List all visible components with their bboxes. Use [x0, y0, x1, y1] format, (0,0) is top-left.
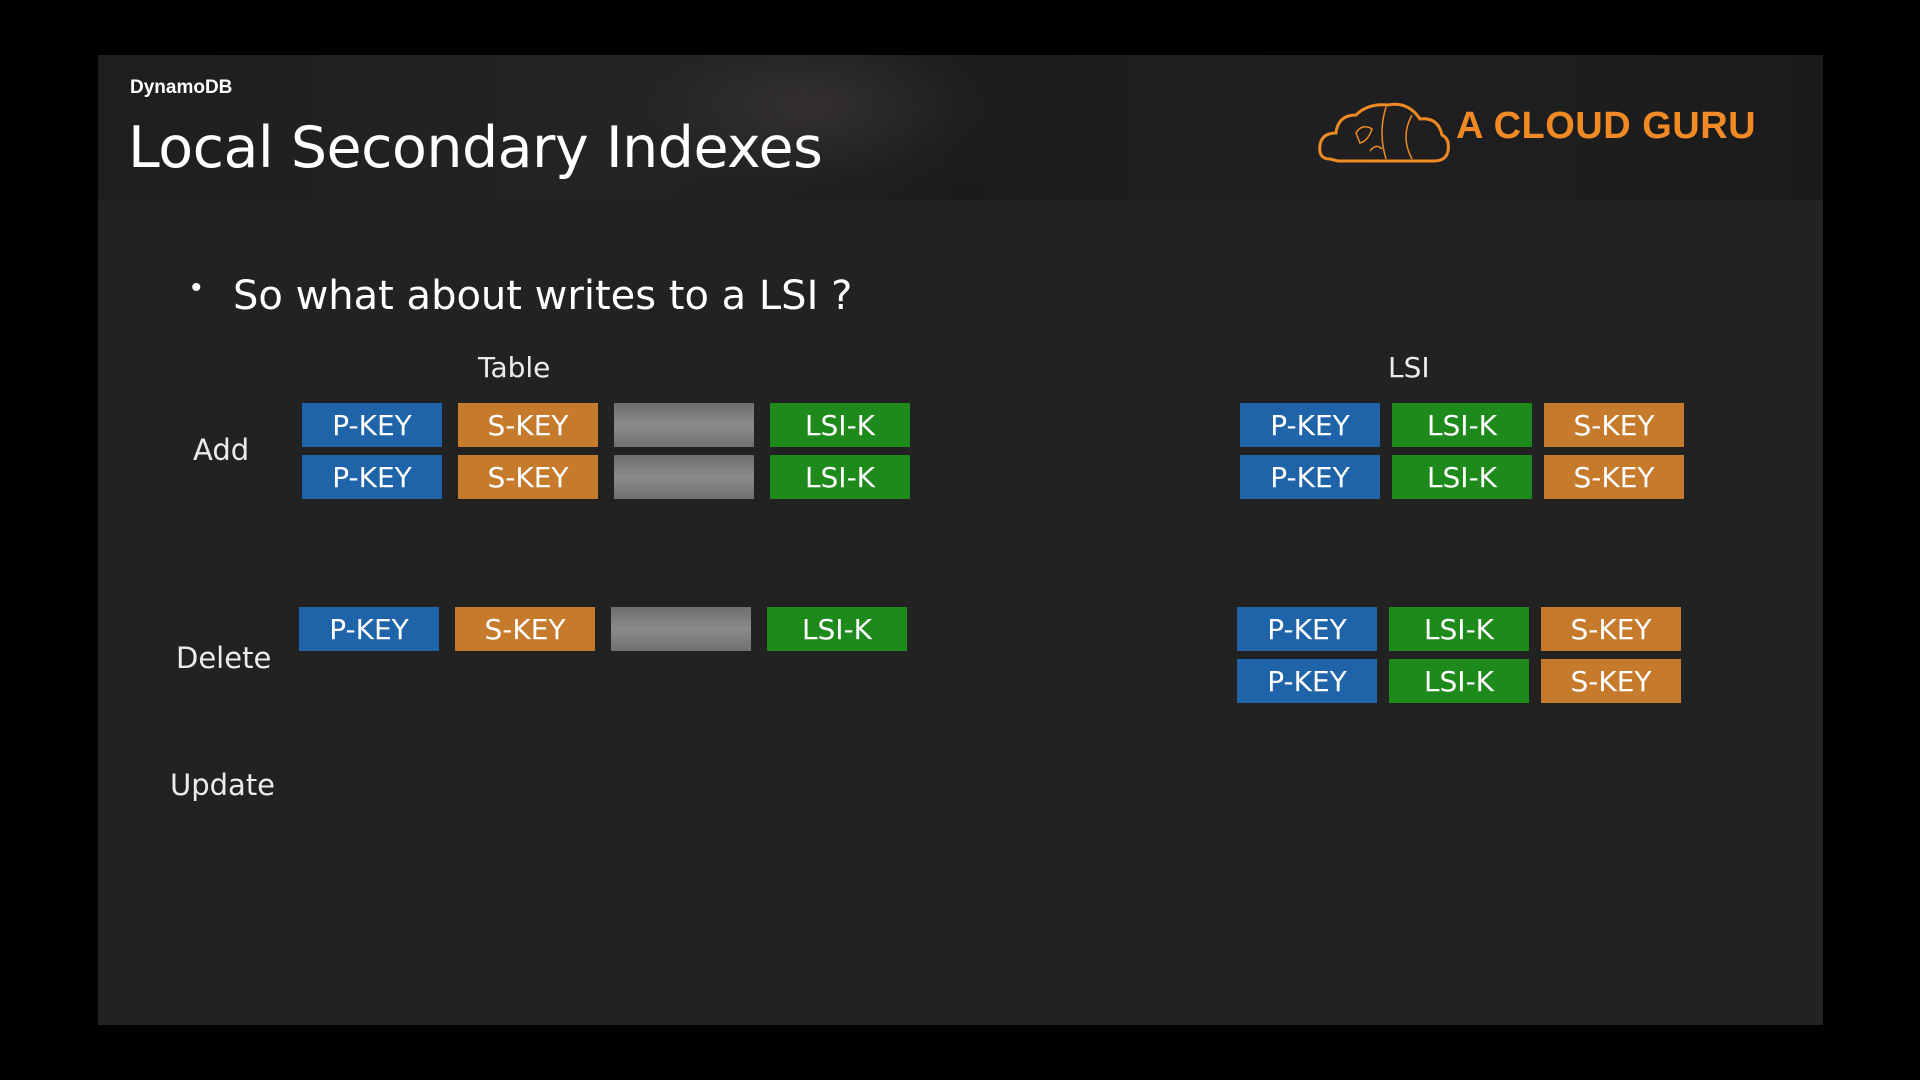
table-add-row1-lsik: LSI-K	[770, 403, 910, 447]
section-label: DynamoDB	[130, 77, 233, 98]
lsi-add-row1-lsik: LSI-K	[1392, 403, 1532, 447]
table-add-row2-skey: S-KEY	[458, 455, 598, 499]
table-add-row1-attribute	[614, 403, 754, 447]
slide-header: DynamoDB Local Secondary Indexes A CLOUD…	[98, 55, 1823, 200]
table-add-row1-skey: S-KEY	[458, 403, 598, 447]
lsi-delete-row2-pkey: P-KEY	[1237, 659, 1377, 703]
lsi-delete-row1-skey: S-KEY	[1541, 607, 1681, 651]
lsi-add-row1-pkey: P-KEY	[1240, 403, 1380, 447]
table-heading: Table	[478, 351, 551, 384]
header-background-photo	[598, 55, 1018, 200]
lsi-delete-row1-lsik: LSI-K	[1389, 607, 1529, 651]
logo-text: A CLOUD GURU	[1456, 105, 1757, 147]
table-add-row2-pkey: P-KEY	[302, 455, 442, 499]
table-delete-row1-skey: S-KEY	[455, 607, 595, 651]
lsi-add-row1-skey: S-KEY	[1544, 403, 1684, 447]
lsi-delete-row1-pkey: P-KEY	[1237, 607, 1377, 651]
slide: DynamoDB Local Secondary Indexes A CLOUD…	[98, 55, 1823, 1025]
page-title: Local Secondary Indexes	[128, 115, 823, 181]
bullet-text: So what about writes to a LSI ?	[233, 273, 853, 319]
lsi-delete-row2-lsik: LSI-K	[1389, 659, 1529, 703]
table-delete-row1-pkey: P-KEY	[299, 607, 439, 651]
lsi-add-row2-lsik: LSI-K	[1392, 455, 1532, 499]
row-label-update: Update	[170, 768, 276, 802]
bullet-marker: •	[191, 271, 202, 304]
lsi-delete-row2-skey: S-KEY	[1541, 659, 1681, 703]
lsi-add-row2-skey: S-KEY	[1544, 455, 1684, 499]
table-delete-row1-attribute	[611, 607, 751, 651]
row-label-add: Add	[193, 433, 250, 467]
row-label-delete: Delete	[176, 641, 272, 675]
cloud-icon	[1318, 102, 1450, 163]
lsi-add-row2-pkey: P-KEY	[1240, 455, 1380, 499]
lsi-heading: LSI	[1388, 351, 1430, 384]
table-add-row2-lsik: LSI-K	[770, 455, 910, 499]
table-add-row1-pkey: P-KEY	[302, 403, 442, 447]
table-add-row2-attribute	[614, 455, 754, 499]
table-delete-row1-lsik: LSI-K	[767, 607, 907, 651]
